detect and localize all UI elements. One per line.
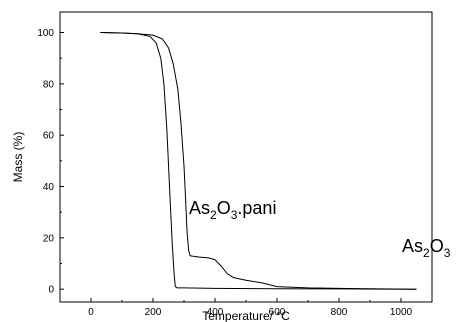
y-tick-label: 40: [43, 182, 55, 193]
x-tick-label: 200: [145, 307, 162, 318]
y-tick-label: 0: [48, 285, 54, 296]
x-tick-label: 800: [331, 307, 348, 318]
plot-frame: [59, 11, 433, 303]
x-tick-label: 400: [207, 307, 224, 318]
x-axis-label: Temperature/ °C: [202, 309, 290, 322]
ticks: 0 200 400 600 800 1000 0 20 40 60 80 100: [37, 28, 412, 318]
y-tick-label: 20: [43, 233, 55, 244]
series-label-as2o3-pani: As2O3.pani: [189, 198, 276, 222]
series-label-as2o3: As2O3: [402, 236, 451, 260]
series-line-as2o3: [100, 32, 417, 290]
x-tick-label: 0: [88, 307, 94, 318]
y-axis-label: Mass (%): [11, 132, 25, 183]
x-tick-label: 600: [269, 307, 286, 318]
y-tick-label: 80: [43, 79, 55, 90]
y-tick-label: 60: [43, 131, 55, 142]
x-tick-label: 1000: [390, 307, 413, 318]
series-line-as2o3-pani: [100, 32, 417, 290]
series-lines: [100, 32, 417, 290]
y-tick-label: 100: [37, 28, 54, 39]
